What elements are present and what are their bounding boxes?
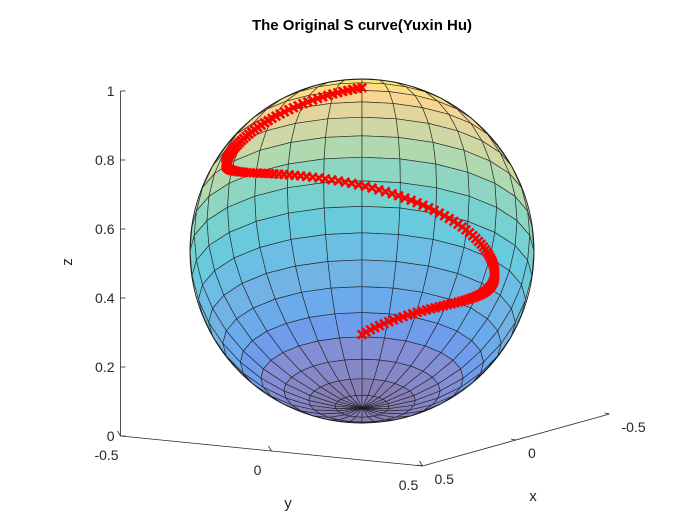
sphere-outline [189, 78, 535, 424]
sphere-face [361, 90, 394, 104]
sphere-face [334, 312, 363, 339]
sphere-face [361, 116, 399, 138]
x-tick-label: 0 [528, 445, 536, 461]
sphere-face [361, 101, 397, 120]
curve-marker [356, 82, 368, 93]
curve-marker [373, 184, 384, 195]
curve-marker [444, 213, 455, 224]
sphere-face [325, 116, 363, 138]
z-tick-label: 0.8 [95, 152, 115, 168]
curve-marker [399, 192, 411, 204]
sphere-face [361, 205, 401, 235]
curve-marker [380, 186, 391, 197]
x-tick [604, 412, 610, 415]
x-tick [510, 438, 517, 441]
z-axis-label: z [59, 258, 76, 266]
sphere-face [361, 232, 399, 262]
y-axis-label: y [284, 495, 292, 512]
sphere-face [327, 259, 363, 289]
y-tick-label: 0 [254, 462, 262, 478]
sphere-face [330, 286, 363, 315]
curve-marker [434, 207, 445, 219]
z-tick-label: 1 [107, 83, 115, 99]
y-tick [268, 445, 272, 452]
z-tick-label: 0.6 [95, 221, 115, 237]
chart-title: The Original S curve(Yuxin Hu) [252, 17, 472, 34]
sphere-face [323, 205, 363, 235]
x-tick [417, 464, 423, 467]
x-tick-label: -0.5 [622, 419, 646, 435]
z-tick-label: 0 [107, 428, 115, 444]
z-tick-label: 0.2 [95, 359, 115, 375]
curve-marker [406, 195, 417, 206]
sphere-face [361, 156, 401, 183]
curve-marker [439, 210, 450, 221]
x-axis-label: x [529, 488, 537, 505]
tick-labels: 0 0.2 0.4 0.6 0.8 1 -0.5 0 0.5 0.5 0 -0.5 [94, 83, 645, 493]
sphere-face [290, 234, 329, 267]
x-tick-label: 0.5 [435, 471, 455, 487]
curve-marker [417, 200, 429, 211]
curve-marker [367, 182, 378, 194]
sphere-face [361, 286, 394, 315]
sphere-face [395, 234, 434, 267]
sphere-face [361, 135, 401, 160]
sphere-face [323, 135, 363, 160]
y-tick [419, 460, 423, 467]
sphere-face [392, 261, 429, 293]
curve-marker [386, 188, 398, 199]
s-curve [220, 82, 500, 340]
curve-marker [423, 202, 434, 213]
curve-marker [429, 205, 440, 216]
sphere-face [295, 261, 332, 293]
y-tick-label: 0.5 [399, 477, 419, 493]
curve-marker [393, 190, 404, 201]
z-tick-label: 0.4 [95, 290, 115, 306]
sphere-face [361, 259, 397, 289]
sphere-face [327, 101, 363, 120]
sphere-face [287, 207, 326, 240]
curve-marker [412, 197, 423, 208]
sphere-face [325, 232, 363, 262]
y-tick [117, 430, 121, 437]
y-tick-label: -0.5 [94, 447, 118, 463]
